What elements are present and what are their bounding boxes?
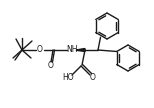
Text: HO: HO: [62, 74, 74, 83]
Text: NH: NH: [66, 44, 78, 53]
Text: O: O: [48, 60, 54, 70]
Text: O: O: [90, 72, 96, 82]
Polygon shape: [76, 48, 85, 52]
Text: O: O: [37, 45, 43, 55]
